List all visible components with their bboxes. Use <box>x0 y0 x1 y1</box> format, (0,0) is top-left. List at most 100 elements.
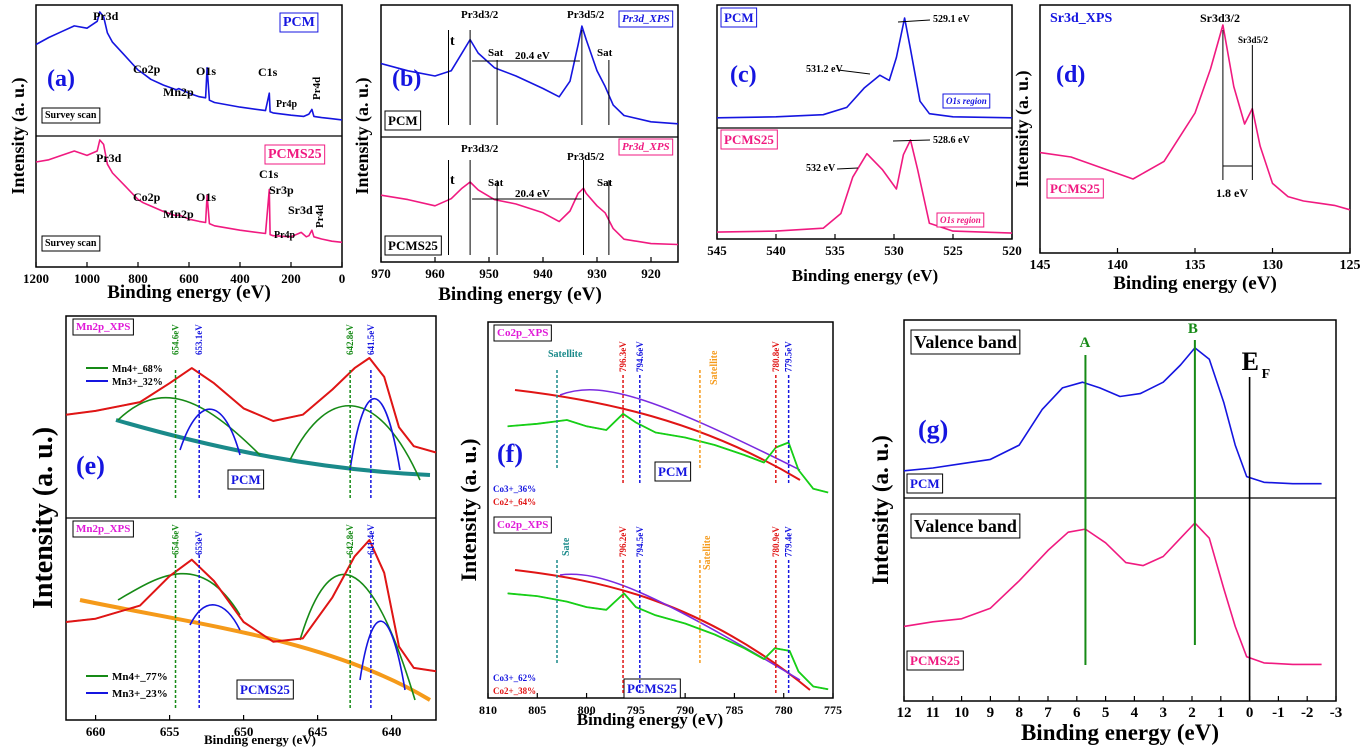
peak-value: 654.6eV <box>171 524 181 555</box>
x-tick-label: 600 <box>179 271 199 286</box>
fraction-label: Mn4+_68% <box>112 364 163 375</box>
panel-b-pcm-legend: PCM <box>388 113 418 128</box>
x-tick-label: 1000 <box>74 271 100 286</box>
fraction-label: Co3+_62% <box>493 673 536 683</box>
panel-b-y-axis-title: Intensity (a. u.) <box>352 77 373 194</box>
x-tick-label: 940 <box>533 266 553 281</box>
panel-e-mn3-fit <box>189 604 241 631</box>
panel-e-x-axis-title: Binding energy (eV) <box>204 732 316 747</box>
fraction-label: Mn3+_32% <box>112 377 163 388</box>
panel-g-x-axis-title: Binding energy (eV) <box>1021 720 1219 745</box>
panel-e-mn3-fit <box>349 398 401 471</box>
peak-value: 794.6eV <box>635 341 645 372</box>
peak-label: Pr3d5/2 <box>567 151 605 163</box>
peak-label: Sr3p <box>269 183 294 197</box>
panel-e-pcm-legend-box <box>227 469 265 490</box>
x-tick-label: -1 <box>1272 705 1285 721</box>
panel-d-x-axis-title: Binding energy (eV) <box>1113 273 1277 294</box>
x-tick-label: 960 <box>425 266 445 281</box>
panel-b-pcms25-title-box <box>618 138 674 156</box>
panel-e-pcm-legend: PCM <box>231 472 261 487</box>
panel-e-pcm-envelope <box>65 357 437 454</box>
peak-label: Pr3d <box>93 9 119 23</box>
panel-c-pcm-title: O1s region <box>946 96 987 106</box>
fraction-label: Co2+_64% <box>493 497 536 507</box>
panel-d-pcms25-legend: PCMS25 <box>1050 181 1100 196</box>
panel-e-pcms25-legend-box <box>236 679 294 700</box>
panel-c-pcms25-line <box>716 139 1013 234</box>
peak-value: 780.8eV <box>771 341 781 372</box>
panel-b-pcms25-legend: PCMS25 <box>388 238 438 253</box>
peak-label: Sat <box>597 47 613 59</box>
panel-e-mn4-fit <box>117 396 261 456</box>
panel-b-pcm-title: Pr3d_XPS <box>622 13 670 25</box>
peak-label: Pr4d <box>314 205 326 228</box>
panel-d-pcms25-legend-box <box>1046 178 1104 199</box>
panel-f-x-axis-title: Binding energy (eV) <box>577 710 723 729</box>
peak-label: 20.4 eV <box>515 188 550 200</box>
x-tick-label: 660 <box>86 724 106 739</box>
fermi-subscript: F <box>1262 367 1271 382</box>
panel-g-pcm-line <box>903 347 1322 485</box>
x-tick-label: 655 <box>160 724 180 739</box>
panel-g-pcms25-line <box>903 522 1322 666</box>
peak-label: C1s <box>258 65 278 79</box>
peak-value: 794.5eV <box>635 526 645 557</box>
panel-a-pcms25-line <box>35 139 343 244</box>
panel-b-pcm-title-box <box>618 10 674 28</box>
panel-c-pcm-legend-box <box>720 7 758 28</box>
panel-b-pcms25-legend-box <box>384 235 442 256</box>
panel-d-y-axis-title: Intensity (a. u.) <box>1012 70 1033 187</box>
peak-value: 641.4eV <box>366 524 376 555</box>
x-tick-label: 970 <box>371 266 391 281</box>
x-tick-label: 520 <box>1002 243 1022 258</box>
annotation-arrow <box>837 69 871 75</box>
x-tick-label: 6 <box>1073 705 1081 721</box>
x-tick-label: 930 <box>587 266 607 281</box>
x-tick-label: 775 <box>824 703 842 717</box>
panel-a-survey-scan-2-box <box>41 235 101 252</box>
panel-a-survey-scan-2: Survey scan <box>45 238 97 249</box>
peak-label: Pr3d5/2 <box>567 9 605 21</box>
panel-e-pcms25-line <box>65 539 437 672</box>
x-tick-label: 920 <box>641 266 661 281</box>
x-tick-label: 125 <box>1340 258 1361 273</box>
x-tick-label: 11 <box>926 705 940 721</box>
x-tick-label: 10 <box>954 705 969 721</box>
x-tick-label: 810 <box>479 703 497 717</box>
x-tick-label: 530 <box>884 243 904 258</box>
panel-g-pcm-title-box <box>910 329 1021 355</box>
panel-g-pcm-title: Valence band <box>914 332 1017 352</box>
panel-f-pcm-title-box <box>493 324 552 342</box>
x-tick-label: 795 <box>627 703 645 717</box>
panel-g-pcm-legend-box <box>906 473 944 494</box>
x-tick-label: 790 <box>676 703 694 717</box>
peak-label: 1.8 eV <box>1216 186 1248 200</box>
fermi-label: E <box>1242 347 1259 376</box>
panel-e-pcms25-title: Mn2p_XPS <box>76 523 130 535</box>
panel-b-pcms25-line <box>380 181 679 246</box>
panel-a-x-axis-title: Binding energy (eV) <box>107 282 271 303</box>
panel-f-y-axis-title: Intensity (a. u.) <box>456 438 481 581</box>
peak-value: 641.5eV <box>366 324 376 355</box>
peak-label: Sr3d5/2 <box>1238 35 1269 45</box>
peak-value: 642.8eV <box>345 324 355 355</box>
peak-label: 529.1 eV <box>933 14 970 25</box>
panel-f-pcms25-background <box>514 569 811 691</box>
panel-c-pcm-title-box <box>942 93 991 109</box>
fraction-label: Co2+_38% <box>493 686 536 696</box>
panel-c-pcms25-title: O1s region <box>940 215 981 225</box>
x-tick-label: -2 <box>1301 705 1314 721</box>
peak-label: Pr4p <box>274 230 296 241</box>
x-tick-label: 3 <box>1159 705 1167 721</box>
panel-b-letter: (b) <box>392 66 421 92</box>
panel-b-pcm-legend-box <box>384 110 422 131</box>
panel-f-pcms25-envelope <box>507 592 829 691</box>
x-tick-label: 8 <box>1015 705 1023 721</box>
x-tick-label: 5 <box>1102 705 1110 721</box>
x-tick-label: 4 <box>1131 705 1139 721</box>
annotation-arrow <box>892 139 931 142</box>
peak-label: Sr3d3/2 <box>1200 11 1240 25</box>
panel-g-pcms25-title: Valence band <box>914 516 1017 536</box>
